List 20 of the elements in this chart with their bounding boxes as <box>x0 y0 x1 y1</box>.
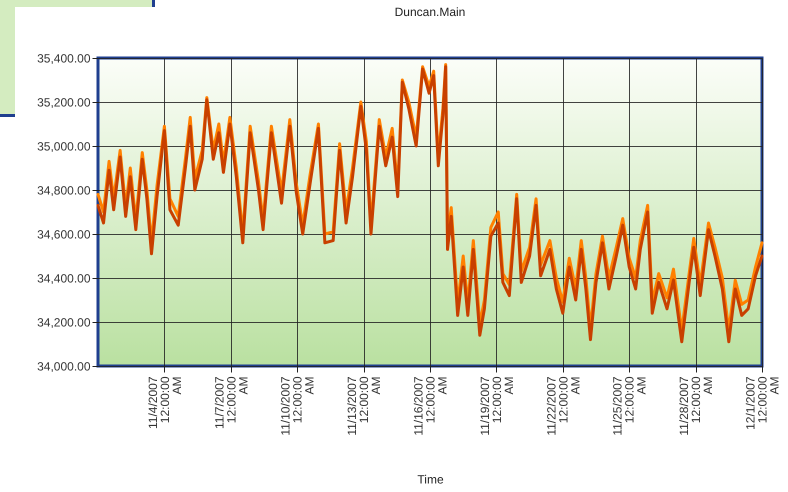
x-tick-label: 11/4/2007 12:00:00 AM <box>146 376 184 429</box>
x-tick-label: 11/13/2007 12:00:00 AM <box>345 376 384 436</box>
y-tick-label: 34,600.00 <box>37 228 91 242</box>
x-tick-label: 11/10/2007 12:00:00 AM <box>278 376 317 436</box>
y-tick-label: 34,800.00 <box>37 184 91 198</box>
x-tick-label: 11/28/2007 12:00:00 AM <box>677 376 716 436</box>
y-tick-label: 34,200.00 <box>37 316 91 330</box>
y-tick-label: 34,400.00 <box>37 272 91 286</box>
x-tick-label: 11/22/2007 12:00:00 AM <box>544 376 582 436</box>
y-tick-label: 34,000.00 <box>37 360 91 374</box>
y-tick-label: 35,200.00 <box>37 96 91 110</box>
y-tick-label: 35,000.00 <box>37 140 91 154</box>
x-tick-label: 11/19/2007 12:00:00 AM <box>478 376 516 436</box>
x-tick-label: 11/7/2007 12:00:00 AM <box>212 376 250 429</box>
x-tick-label: 11/25/2007 12:00:00 AM <box>610 376 649 436</box>
x-tick-label: 11/16/2007 12:00:00 AM <box>412 376 450 436</box>
y-tick-label: 35,400.00 <box>37 52 91 66</box>
x-tick-label: 12/1/2007 12:00:00 AM <box>744 376 782 430</box>
chart-title: Duncan.Main <box>394 5 466 19</box>
x-axis-title: Time <box>417 472 444 486</box>
